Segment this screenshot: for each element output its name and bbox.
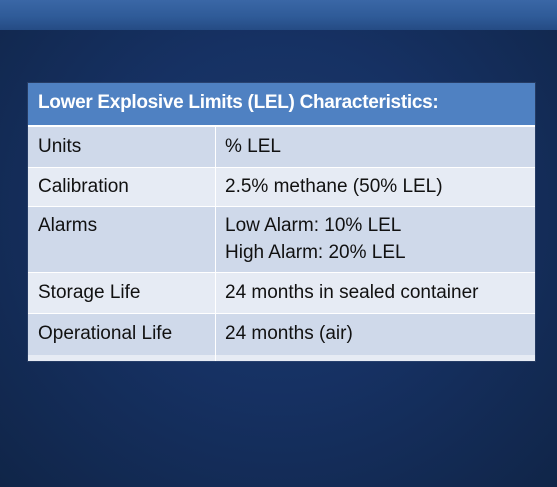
- row-label-calibration: Calibration: [38, 176, 129, 197]
- table-row-alarms: Alarms Low Alarm: 10% LEL High Alarm: 20…: [28, 207, 535, 273]
- table-row-units: Units % LEL: [28, 127, 535, 168]
- row-label-alarms: Alarms: [38, 215, 98, 236]
- title-bar-band: [0, 0, 557, 30]
- row-label-storage-life: Storage Life: [38, 282, 141, 303]
- lel-characteristics-table: Lower Explosive Limits (LEL) Characteris…: [28, 83, 535, 361]
- row-value-operational-life: 24 months (air): [225, 323, 353, 344]
- row-value-calibration: 2.5% methane (50% LEL): [225, 176, 443, 197]
- table-header: Lower Explosive Limits (LEL) Characteris…: [28, 83, 535, 127]
- table-title: Lower Explosive Limits (LEL) Characteris…: [38, 92, 439, 113]
- table-row-storage-life: Storage Life 24 months in sealed contain…: [28, 273, 535, 314]
- column-divider: [215, 127, 216, 361]
- table-bottom-edge: [28, 355, 535, 361]
- table-row-operational-life: Operational Life 24 months (air): [28, 314, 535, 355]
- row-label-units: Units: [38, 136, 82, 157]
- row-label-operational-life: Operational Life: [38, 323, 173, 344]
- table-row-calibration: Calibration 2.5% methane (50% LEL): [28, 168, 535, 207]
- row-value-storage-life: 24 months in sealed container: [225, 282, 479, 303]
- row-value-high-alarm: High Alarm: 20% LEL: [225, 242, 406, 263]
- row-value-low-alarm: Low Alarm: 10% LEL: [225, 215, 402, 236]
- row-value-units: % LEL: [225, 136, 281, 157]
